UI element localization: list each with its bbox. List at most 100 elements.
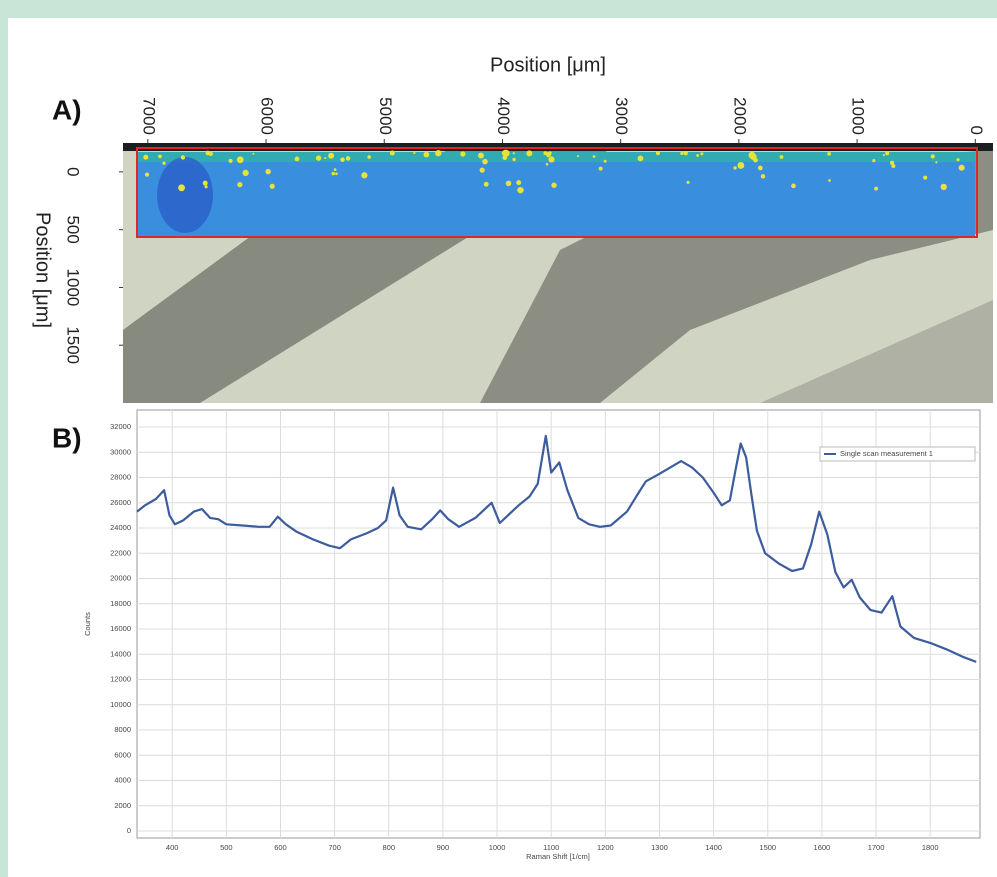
speckle [328, 152, 335, 159]
y-tick-label: 24000 [110, 523, 131, 532]
speckle [178, 184, 185, 192]
speckle [242, 169, 249, 177]
y-tick-label: 2000 [114, 801, 131, 810]
speckle [576, 155, 580, 158]
speckle [483, 181, 489, 187]
speckle [389, 150, 395, 156]
speckle [333, 168, 337, 172]
x-axis-label: Raman Shift [1/cm] [526, 852, 590, 861]
speckle [501, 149, 509, 157]
x-tick-label: 900 [437, 843, 450, 852]
speckle [236, 156, 244, 164]
speckle [686, 180, 690, 184]
legend-box [819, 446, 976, 462]
y-tick-label: 16000 [110, 624, 131, 633]
speckle [874, 186, 879, 191]
x-tick-label: 400 [166, 843, 179, 852]
speckle [551, 182, 557, 188]
y-tick-label: 4000 [114, 776, 131, 785]
y-tick-label: 28000 [110, 473, 131, 482]
speckle [827, 152, 831, 156]
y-axis-label: Position [μm] [32, 212, 54, 328]
speckle [361, 172, 368, 179]
speckle [479, 167, 485, 173]
speckle [460, 151, 466, 157]
panel-label: B) [52, 422, 82, 453]
speckle [340, 157, 345, 162]
speckle [345, 156, 351, 161]
speckle [760, 174, 766, 179]
data-line [136, 434, 977, 663]
x-axis-label: Position [μm] [490, 54, 606, 76]
speckle [331, 171, 336, 176]
speckle [791, 183, 796, 189]
speckle [526, 150, 533, 157]
speckle [655, 151, 660, 156]
x-tick-label: 1400 [705, 843, 722, 852]
speckle [512, 152, 515, 155]
speckle [891, 163, 896, 168]
speckle [733, 166, 737, 170]
speckle [435, 149, 442, 157]
speckle [367, 155, 371, 159]
speckle [180, 155, 186, 160]
speckle [517, 186, 524, 194]
speckle [889, 160, 895, 165]
x-tick-label: 0 [967, 126, 986, 135]
speckle [592, 155, 596, 158]
x-tick-label: 6000 [258, 97, 277, 135]
y-tick-label: 6000 [114, 750, 131, 759]
speckle [228, 158, 233, 163]
speckle [204, 185, 208, 189]
x-tick-label: 4000 [494, 97, 513, 135]
speckle [548, 156, 555, 163]
x-tick-label: 2000 [730, 97, 749, 135]
legend-label: Single scan measurement 1 [840, 449, 933, 458]
speckle [482, 158, 488, 165]
speckle [202, 180, 208, 186]
speckle [512, 157, 516, 162]
x-tick-label: 5000 [376, 97, 395, 135]
x-tick-label: 1500 [759, 843, 776, 852]
y-tick-label: 22000 [110, 548, 131, 557]
speckle [940, 183, 947, 190]
speckle [478, 152, 484, 159]
chart-layer: 7000 6000 5000 4000 3000 2000 1000 005001000150… [64, 97, 986, 852]
x-tick-label: 1300 [651, 843, 668, 852]
y-tick-label: 0 [127, 826, 131, 835]
speckle [335, 172, 338, 176]
speckle [956, 158, 960, 162]
y-tick-label: 30000 [110, 447, 131, 456]
speckle [683, 150, 688, 156]
speckle [158, 154, 162, 159]
y-tick-label: 32000 [110, 422, 131, 431]
x-tick-label: 1000 [489, 843, 506, 852]
y-tick-label: 20000 [110, 574, 131, 583]
speckle [935, 161, 938, 164]
speckle [505, 180, 512, 187]
speckle [294, 156, 300, 162]
y-tick-label: 0 [64, 167, 83, 176]
y-tick-label: 26000 [110, 498, 131, 507]
speckle [269, 183, 275, 189]
y-tick-label: 8000 [114, 725, 131, 734]
speckle [960, 167, 964, 171]
x-tick-label: 1000 [849, 97, 868, 135]
speckle [872, 159, 876, 163]
y-tick-label: 1500 [64, 326, 83, 364]
speckle [144, 172, 150, 177]
speckle [828, 179, 831, 182]
speckle [237, 181, 243, 188]
speckle [753, 157, 758, 163]
y-tick-label: 12000 [110, 675, 131, 684]
speckle [930, 154, 935, 159]
x-tick-label: 500 [220, 843, 233, 852]
speckle [210, 152, 213, 156]
speckle [252, 152, 255, 155]
speckle [637, 155, 644, 162]
speckle [737, 162, 745, 169]
roi-box [136, 147, 978, 238]
x-tick-label: 600 [274, 843, 287, 852]
x-tick-label: 1800 [922, 843, 939, 852]
y-tick-label: 18000 [110, 599, 131, 608]
